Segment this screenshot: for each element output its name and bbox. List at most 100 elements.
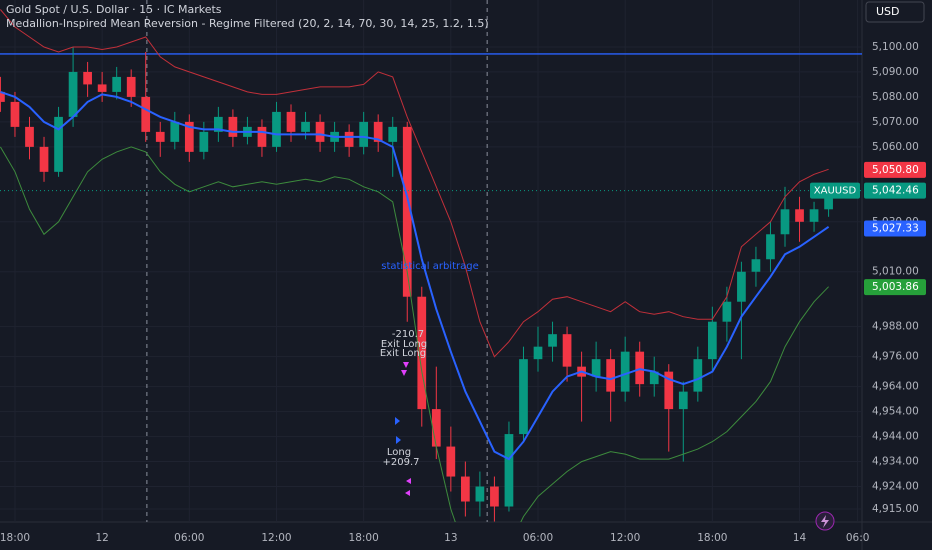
- candle-body: [25, 126, 34, 147]
- candle-body: [824, 191, 833, 210]
- candle-body: [126, 76, 136, 97]
- plot-area: [0, 0, 862, 522]
- candle-body: [490, 486, 499, 507]
- x-tick-label: 12:00: [610, 532, 640, 544]
- annotation: Exit Long: [381, 339, 427, 350]
- y-tick-label: 4,954.00: [872, 406, 919, 418]
- candle-body: [97, 84, 107, 92]
- candle-body: [257, 126, 267, 147]
- candle-body: [68, 71, 78, 117]
- trade-marker: [406, 478, 411, 484]
- candle-body: [795, 209, 804, 222]
- y-tick-label: 5,100.00: [872, 41, 919, 53]
- candle-body: [431, 409, 441, 447]
- x-tick-label: 06:00: [523, 532, 553, 544]
- x-tick-label: 12: [95, 532, 108, 544]
- candle-body: [54, 116, 63, 172]
- candle-body: [504, 434, 514, 507]
- candle-body: [548, 334, 557, 347]
- candle-body: [214, 116, 223, 132]
- trade-marker: [403, 362, 409, 368]
- symbol-label: XAUUSD: [814, 186, 857, 197]
- y-tick-label: 4,944.00: [872, 431, 919, 443]
- candle-body: [155, 131, 165, 142]
- candle-body: [693, 359, 703, 392]
- price-label: 5,050.80: [872, 164, 919, 176]
- x-tick-label: 06:00: [174, 532, 204, 544]
- candle-body: [39, 146, 49, 172]
- candle-body: [809, 209, 819, 222]
- candle-body: [635, 351, 645, 385]
- candle-body: [722, 301, 732, 322]
- x-tick-label: 06:0: [846, 532, 870, 544]
- candle-body: [301, 121, 310, 132]
- y-tick-label: 4,976.00: [872, 351, 919, 363]
- candle-body: [649, 371, 659, 385]
- y-tick-label: 5,090.00: [872, 66, 919, 78]
- candle-body: [751, 259, 761, 272]
- candle-body: [388, 126, 398, 142]
- chart-subtitle: Medallion-Inspired Mean Reversion - Regi…: [6, 17, 489, 30]
- candle-body: [315, 121, 325, 142]
- price-label: 5,042.46: [872, 185, 919, 197]
- x-tick-label: 14: [793, 532, 807, 544]
- alert-icon-bolt: [821, 515, 829, 528]
- trade-marker: [405, 490, 410, 496]
- candle-body: [519, 359, 528, 435]
- indicator-line: [0, 146, 829, 522]
- candle-body: [620, 351, 630, 392]
- candle-body: [359, 121, 369, 147]
- candle-body: [286, 111, 296, 132]
- candle-body: [606, 359, 616, 392]
- y-tick-label: 4,988.00: [872, 321, 919, 333]
- annotation: +209.7: [382, 457, 419, 468]
- x-tick-label: 18:00: [349, 532, 379, 544]
- trade-marker: [395, 417, 400, 425]
- candle-body: [141, 96, 151, 132]
- annotation: statistical arbitrage: [381, 261, 478, 272]
- price-label: 5,003.86: [872, 281, 919, 293]
- y-tick-label: 5,080.00: [872, 91, 919, 103]
- candle-body: [707, 321, 717, 360]
- trade-marker: [396, 436, 401, 444]
- y-tick-label: 5,070.00: [872, 116, 919, 128]
- price-label-box: [864, 220, 926, 237]
- candle-body: [562, 334, 572, 367]
- y-tick-label: 5,010.00: [872, 266, 919, 278]
- candle-body: [0, 91, 5, 102]
- trade-marker: [401, 370, 407, 376]
- chart-title: Gold Spot / U.S. Dollar · 15 · IC Market…: [6, 3, 222, 16]
- indicator-line: [0, 9, 829, 358]
- y-tick-label: 4,964.00: [872, 381, 919, 393]
- candle-body: [184, 121, 194, 152]
- candle-body: [446, 446, 456, 477]
- candle-body: [272, 111, 281, 147]
- annotation: Exit Long: [380, 348, 426, 359]
- candle-body: [417, 296, 427, 410]
- price-label-box: [864, 279, 926, 296]
- y-tick-label: 4,934.00: [872, 456, 919, 468]
- candle-body: [780, 209, 790, 235]
- currency-label[interactable]: USD: [876, 5, 900, 18]
- candle-body: [344, 131, 354, 147]
- currency-button[interactable]: [865, 1, 925, 23]
- x-tick-label: 12:00: [261, 532, 291, 544]
- annotation: Long: [387, 447, 411, 458]
- candle-body: [373, 121, 383, 142]
- symbol-label-box: [810, 182, 860, 199]
- candle-body: [461, 476, 470, 502]
- price-label: 5,027.33: [872, 222, 919, 234]
- y-tick-label: 5,060.00: [872, 141, 919, 153]
- annotation: -210.7: [392, 329, 424, 340]
- candle-body: [402, 126, 412, 297]
- candle-body: [737, 271, 746, 302]
- candle-body: [170, 121, 180, 142]
- candle-body: [533, 346, 543, 360]
- y-tick-label: 4,915.00: [872, 503, 919, 515]
- candle-body: [112, 76, 122, 92]
- candle-body: [664, 371, 674, 410]
- indicator-line: [0, 90, 830, 461]
- x-tick-label: 18:00: [697, 532, 727, 544]
